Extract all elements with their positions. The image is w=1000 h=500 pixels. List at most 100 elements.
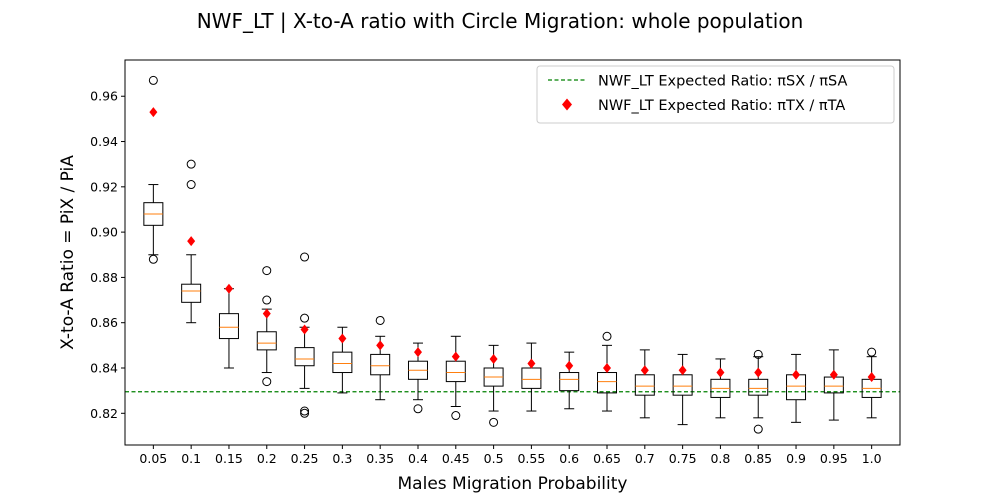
y-tick-label: 0.86: [90, 315, 118, 330]
expected-tx-ta-marker: [754, 367, 763, 378]
box-0.35: [370, 315, 391, 401]
box-0.2: [256, 266, 277, 387]
outlier-point: [300, 252, 310, 262]
plot-area: [125, 75, 900, 434]
expected-tx-ta-marker: [527, 358, 536, 369]
y-tick-label: 0.94: [90, 134, 118, 149]
y-tick-label: 0.88: [90, 270, 118, 285]
box-0.15: [218, 283, 239, 369]
x-tick-label: 0.4: [408, 451, 428, 466]
box-0.9: [786, 353, 807, 423]
box-0.75: [672, 353, 693, 426]
legend-frame: [536, 65, 895, 124]
expected-tx-ta-marker: [187, 236, 196, 247]
expected-tx-ta-marker: [867, 372, 876, 383]
box-0.3: [332, 326, 353, 394]
box-iqr: [332, 351, 353, 374]
box-0.25: [294, 252, 315, 418]
box-0.1: [181, 159, 202, 324]
box-iqr: [181, 283, 202, 303]
expected-tx-ta-marker: [149, 107, 158, 118]
x-tick-label: 0.05: [139, 451, 167, 466]
expected-tx-ta-marker: [678, 365, 687, 376]
outlier-point: [262, 295, 272, 305]
y-tick-label: 0.92: [90, 179, 118, 194]
box-iqr: [672, 374, 693, 396]
x-tick-label: 0.85: [744, 451, 772, 466]
x-tick-label: 0.75: [669, 451, 697, 466]
box-0.45: [445, 335, 466, 421]
x-tick-label: 0.55: [517, 451, 545, 466]
x-tick-label: 0.9: [786, 451, 806, 466]
box-iqr: [370, 353, 391, 376]
box-iqr: [521, 367, 542, 389]
legend-entry-tx-ta: NWF_LT Expected Ratio: πTX / πTA: [598, 98, 845, 114]
box-0.5: [483, 344, 504, 427]
outlier-point: [148, 75, 158, 85]
legend-entry-sx-sa: NWF_LT Expected Ratio: πSX / πSA: [598, 74, 847, 90]
expected-tx-ta-marker: [489, 353, 498, 364]
y-tick-label: 0.96: [90, 89, 118, 104]
expected-tx-ta-marker: [640, 365, 649, 376]
box-0.4: [407, 342, 428, 414]
outlier-point: [300, 406, 310, 416]
expected-tx-ta-marker: [376, 340, 385, 351]
outlier-point: [186, 180, 196, 190]
box-iqr: [256, 331, 277, 351]
box-0.95: [823, 349, 844, 421]
expected-tx-ta-marker: [829, 369, 838, 380]
x-tick-label: 1.0: [862, 451, 882, 466]
box-1.0: [861, 347, 882, 419]
expected-tx-ta-marker: [716, 367, 725, 378]
plot-frame: [124, 59, 901, 446]
outlier-point: [186, 159, 196, 169]
y-tick-label: 0.84: [90, 361, 118, 376]
y-axis: 0.82 0.84 0.86 0.88 0.90 0.92 0.94 0.96: [90, 89, 125, 421]
outlier-point: [753, 424, 763, 434]
box-iqr: [294, 347, 315, 367]
x-tick-label: 0.3: [332, 451, 352, 466]
outlier-point: [300, 313, 310, 323]
expected-tx-ta-marker: [338, 333, 347, 344]
chart-title: NWF_LT | X-to-A ratio with Circle Migrat…: [197, 9, 804, 33]
x-tick-label: 0.95: [820, 451, 848, 466]
expected-tx-ta-marker: [451, 351, 460, 362]
box-0.8: [710, 358, 731, 419]
x-axis-label: Males Migration Probability: [398, 474, 628, 494]
expected-tx-ta-marker: [262, 308, 271, 319]
expected-tx-ta-marker: [565, 360, 574, 371]
y-tick-label: 0.82: [90, 406, 118, 421]
legend: NWF_LT Expected Ratio: πSX / πSA NWF_LT …: [536, 65, 895, 124]
outlier-point: [489, 417, 499, 427]
expected-tx-ta-marker: [300, 324, 309, 335]
outlier-point: [300, 408, 310, 418]
outlier-point: [262, 377, 272, 387]
box-0.85: [748, 349, 769, 434]
box-0.55: [521, 342, 542, 412]
x-tick-label: 0.45: [442, 451, 470, 466]
box-iqr: [748, 378, 769, 396]
y-tick-label: 0.90: [90, 225, 118, 240]
y-axis-label: X-to-A Ratio = PiX / PiA: [58, 155, 78, 350]
box-iqr: [559, 372, 580, 392]
box-iqr: [634, 374, 655, 396]
expected-tx-ta-marker: [603, 363, 612, 373]
expected-tx-ta-marker: [224, 283, 233, 294]
x-tick-label: 0.5: [484, 451, 504, 466]
box-0.05: [143, 75, 164, 264]
box-iqr: [218, 313, 239, 340]
legend-diamond-swatch: [562, 98, 572, 111]
outlier-point: [753, 349, 763, 359]
x-tick-label: 0.8: [710, 451, 730, 466]
x-tick-label: 0.2: [257, 451, 277, 466]
x-tick-label: 0.6: [559, 451, 579, 466]
x-tick-label: 0.65: [593, 451, 621, 466]
box-0.6: [559, 351, 580, 410]
x-tick-label: 0.35: [366, 451, 394, 466]
outlier-point: [413, 404, 423, 414]
outlier-point: [375, 315, 385, 325]
outlier-point: [867, 347, 877, 357]
box-0.65: [597, 331, 618, 412]
outlier-point: [148, 254, 158, 264]
